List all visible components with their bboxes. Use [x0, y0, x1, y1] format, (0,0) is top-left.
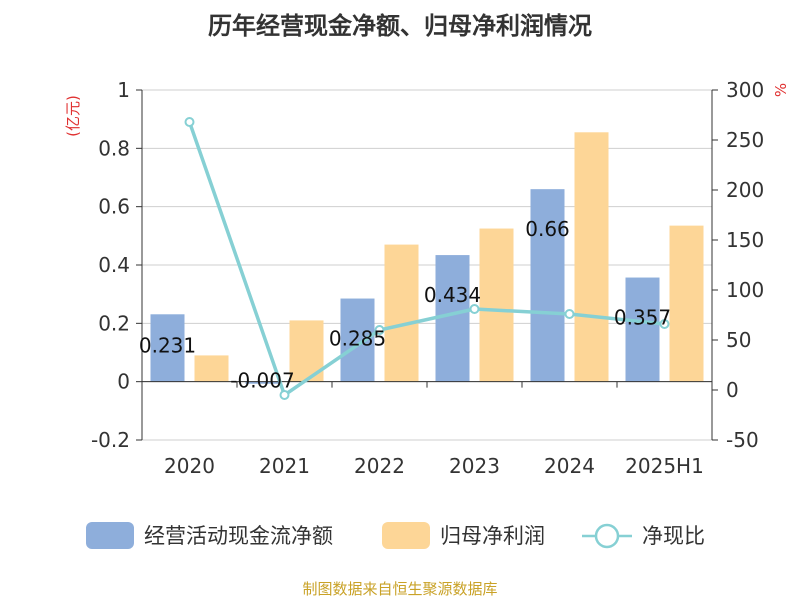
left-tick-label: -0.2 [91, 428, 130, 452]
x-tick-label: 2025H1 [625, 454, 704, 478]
ratio-point [469, 304, 480, 314]
bar-cashflow [150, 314, 185, 382]
x-tick-label: 2024 [544, 454, 595, 478]
right-axis-unit: % [772, 83, 790, 97]
ratio-point [279, 390, 290, 400]
bar-cashflow [625, 277, 660, 382]
legend-label-cashflow: 经营活动现金流净额 [144, 524, 333, 548]
bar-net-profit [669, 225, 704, 382]
bar-cashflow [340, 298, 375, 382]
right-tick-label: 0 [726, 378, 739, 402]
ratio-point [184, 117, 195, 127]
x-tick-label: 2021 [259, 454, 310, 478]
source-note: 制图数据来自恒生聚源数据库 [302, 580, 497, 598]
ratio-line-path [187, 121, 665, 397]
cashflow-data-label: -0.007 [230, 369, 294, 393]
legend-marker-ratio [594, 523, 620, 549]
x-tick-label: 2020 [164, 454, 215, 478]
left-tick-label: 1 [117, 78, 130, 102]
left-tick-label: 0.6 [98, 195, 130, 219]
cashflow-data-label: 0.66 [525, 217, 570, 241]
bars [150, 132, 704, 384]
cashflow-data-label: 0.434 [424, 283, 481, 307]
cashflow-data-label: 0.357 [614, 306, 671, 330]
left-tick-label: 0.8 [98, 136, 130, 160]
x-tick-label: 2022 [354, 454, 405, 478]
legend-label-ratio: 净现比 [642, 524, 705, 548]
cashflow-data-label: 0.285 [329, 327, 386, 351]
cashflow-data-label: 0.231 [139, 333, 196, 357]
left-tick-label: 0.4 [98, 253, 130, 277]
legend-swatch-net-profit [382, 522, 430, 549]
legend-label-net-profit: 归母净利润 [440, 524, 545, 548]
legend-swatch-cashflow [86, 522, 134, 549]
left-tick-label: 0.2 [98, 311, 130, 335]
x-tick-label: 2023 [449, 454, 500, 478]
legend: 经营活动现金流净额 归母净利润 净现比 [86, 522, 705, 549]
right-tick-label: 150 [726, 228, 764, 252]
bar-cashflow [530, 189, 565, 382]
data-labels: 0.231 -0.007 0.285 0.434 0.66 0.357 [139, 217, 671, 392]
bar-cashflow [245, 381, 280, 384]
bar-cashflow [435, 255, 470, 382]
ratio-point [564, 309, 575, 319]
left-tick-label: 0 [117, 370, 130, 394]
right-tick-label: -50 [726, 428, 759, 452]
bar-net-profit [479, 228, 514, 382]
right-tick-label: 250 [726, 128, 764, 152]
ratio-point [659, 319, 670, 329]
right-tick-label: 50 [726, 328, 751, 352]
axes: 1 0.8 0.6 0.4 0.2 0 -0.2 300 250 200 150 100 50 0 -50 2… [91, 78, 764, 478]
ratio-point [374, 325, 385, 335]
ratio-line [184, 117, 670, 400]
bar-net-profit [384, 244, 419, 382]
bar-net-profit [574, 132, 609, 382]
bar-net-profit [194, 355, 229, 382]
right-tick-label: 300 [726, 78, 764, 102]
left-axis-unit: (亿元) [64, 95, 82, 137]
right-tick-label: 200 [726, 178, 764, 202]
right-tick-label: 100 [726, 278, 764, 302]
chart-title: 历年经营现金净额、归母净利润情况 [208, 12, 592, 40]
